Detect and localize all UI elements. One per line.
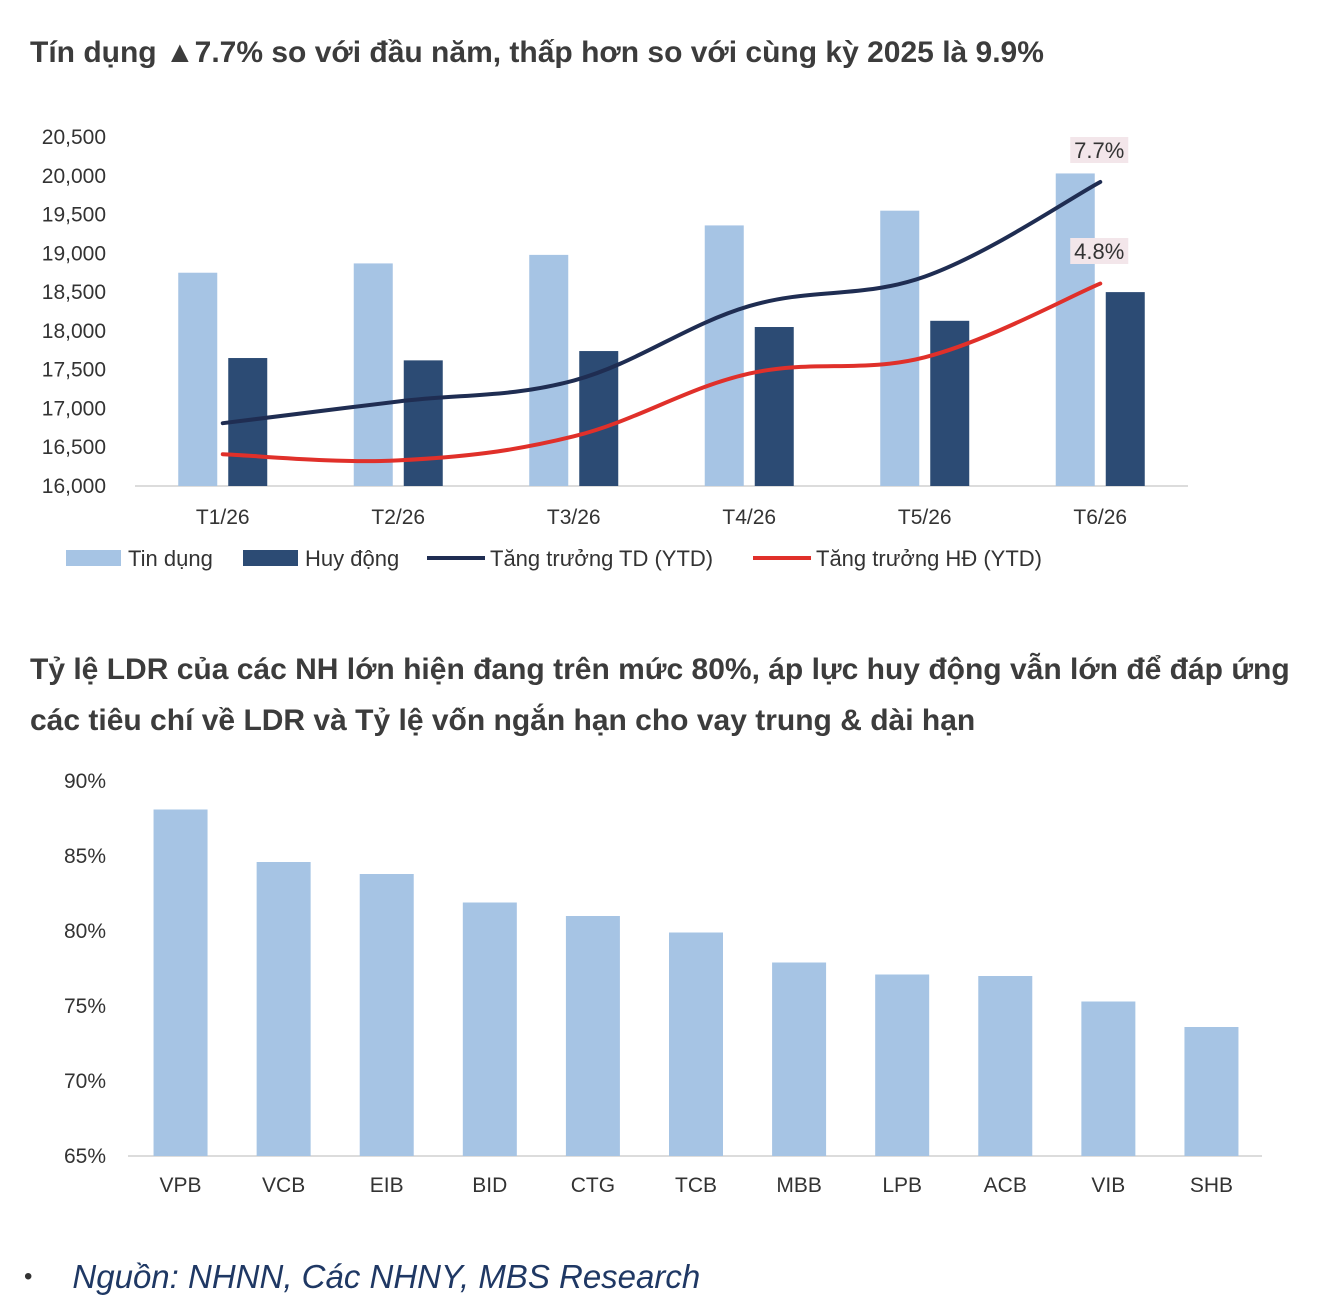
hd-growth-line <box>220 281 1103 464</box>
source-note: • Nguồn: NHNN, Các NHNY, MBS Research <box>24 1258 700 1296</box>
ldr-bar <box>669 932 723 1156</box>
ldr-bar <box>256 862 311 1156</box>
ldr-bar <box>875 974 930 1156</box>
deposit-bar <box>403 360 443 486</box>
credit-bar <box>1055 173 1095 486</box>
x-tick-label: VPB <box>160 1174 202 1197</box>
x-tick-label: T4/26 <box>722 506 776 529</box>
credit-bar <box>704 225 744 486</box>
data-label-bg <box>1070 137 1129 163</box>
y-tick-label: 75% <box>64 995 106 1018</box>
x-tick-label: VCB <box>262 1174 305 1197</box>
deposit-bar <box>1105 292 1145 486</box>
y-tick-label: 65% <box>64 1145 106 1168</box>
y-tick-label: 20,000 <box>42 165 106 188</box>
td-data-label: 7.7% <box>1074 138 1124 163</box>
credit-deposit-chart: 7.7% 4.8% 16,000 16,500 17,000 17,500 18,000 1… <box>42 126 1188 571</box>
ldr-bar <box>359 874 414 1156</box>
legend-label-credit: Tin dụng <box>128 546 213 571</box>
y-tick-label: 85% <box>64 845 106 868</box>
y-tick-label: 70% <box>64 1070 106 1093</box>
x-tick-label: T5/26 <box>898 506 952 529</box>
y-tick-label: 16,500 <box>42 436 106 459</box>
credit-bar <box>880 210 920 486</box>
x-tick-label: LPB <box>882 1174 922 1197</box>
x-tick-label: VIB <box>1091 1174 1125 1197</box>
credit-bar <box>529 254 569 486</box>
source-text: Nguồn: NHNN, Các NHNY, MBS Research <box>72 1258 701 1295</box>
legend-label-td: Tăng trưởng TD (YTD) <box>490 546 713 571</box>
legend-label-hd: Tăng trưởng HĐ (YTD) <box>816 546 1042 571</box>
ldr-bar <box>462 902 517 1156</box>
ldr-chart: 65% 70% 75% 80% 85% 90% VPB VCB EIB BID CTG TCB MBB… <box>64 770 1262 1197</box>
chart-1-title: Tín dụng ▲7.7% so với đầu năm, thấp hơn … <box>30 36 1044 69</box>
y-tick-label: 17,000 <box>42 397 106 420</box>
legend-swatch-deposit <box>243 550 298 566</box>
x-tick-label: CTG <box>571 1174 615 1197</box>
ldr-bar <box>565 916 620 1156</box>
bullet-icon: • <box>24 1263 33 1290</box>
y-tick-label: 20,500 <box>42 126 106 149</box>
y-tick-label: 17,500 <box>42 359 106 382</box>
x-tick-label: SHB <box>1190 1174 1233 1197</box>
x-tick-label: MBB <box>776 1174 822 1197</box>
y-tick-label: 16,000 <box>42 475 106 498</box>
x-tick-label: BID <box>472 1174 507 1197</box>
chart-2-title: Tỷ lệ LDR của các NH lớn hiện đang trên … <box>30 653 1290 737</box>
y-tick-label: 18,000 <box>42 320 106 343</box>
td-growth-line <box>220 179 1103 426</box>
x-tick-label: T1/26 <box>196 506 250 529</box>
x-tick-label: T3/26 <box>547 506 601 529</box>
ldr-bar <box>978 976 1033 1156</box>
legend-label-deposit: Huy động <box>305 546 399 571</box>
data-label-bg <box>1070 238 1129 264</box>
ldr-bar <box>153 809 208 1156</box>
credit-bar <box>353 263 393 486</box>
hd-data-label: 4.8% <box>1074 239 1124 264</box>
x-tick-label: ACB <box>984 1174 1027 1197</box>
ldr-bar <box>1081 1001 1136 1156</box>
y-tick-label: 18,500 <box>42 281 106 304</box>
ldr-bar <box>772 962 827 1156</box>
y-tick-label: 80% <box>64 920 106 943</box>
legend-swatch-credit <box>66 550 121 566</box>
y-tick-label: 90% <box>64 770 106 793</box>
credit-bar <box>178 272 218 486</box>
x-tick-label: EIB <box>370 1174 404 1197</box>
x-tick-label: TCB <box>675 1174 717 1197</box>
x-tick-label: T6/26 <box>1073 506 1127 529</box>
y-tick-label: 19,500 <box>42 204 106 227</box>
x-tick-label: T2/26 <box>371 506 425 529</box>
deposit-bar <box>754 327 794 486</box>
ldr-bar <box>1184 1027 1239 1156</box>
y-tick-label: 19,000 <box>42 242 106 265</box>
